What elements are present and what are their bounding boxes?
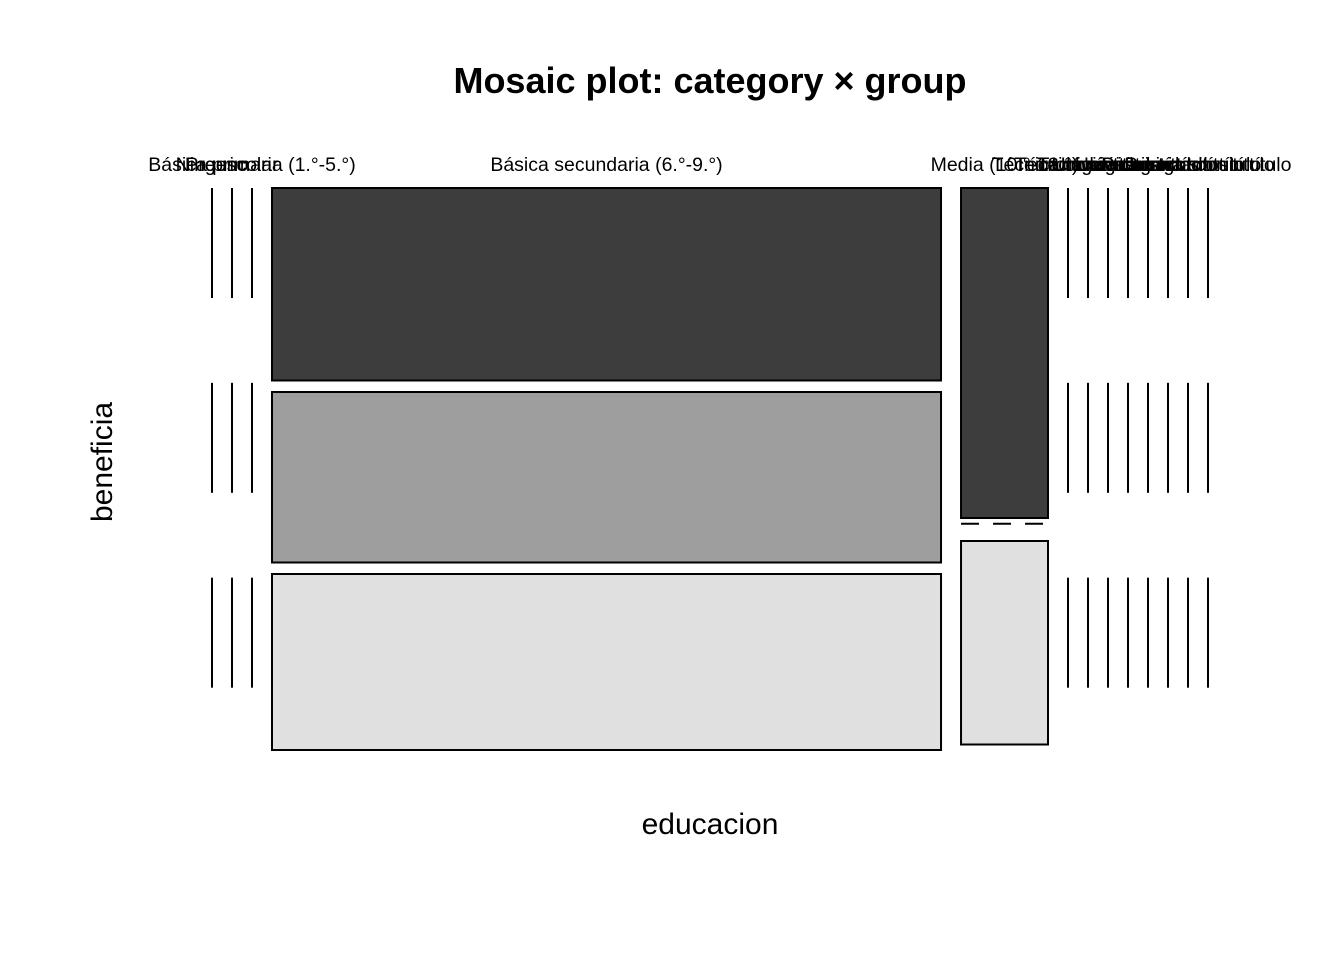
zero-markers [211, 188, 1209, 688]
x-category-label-5: Media (10.°-13.°) [931, 154, 1079, 176]
x-category-label-13: Postgrado sin título [1125, 154, 1292, 176]
x-category-label-11: Universitaria sin título [1075, 154, 1262, 176]
tile-5-level-3 [960, 540, 1049, 746]
tile-5-level-1 [960, 187, 1049, 519]
x-axis-label: educacion [642, 808, 779, 841]
x-category-label-12: Postgrado con título [1101, 154, 1275, 176]
x-category-label-9: Tecnológica sin título [1037, 154, 1218, 176]
tile-4-level-1 [271, 187, 943, 382]
x-category-label-7: Técnica sin título [1015, 154, 1161, 176]
x-category-label-4: Básica secundaria (6.°-9.°) [490, 154, 722, 176]
y-axis-label: beneficia [86, 402, 119, 522]
tile-4-level-3 [271, 573, 943, 751]
x-category-label-8: Tecnológica con título [1014, 154, 1202, 176]
x-category-label-10: Universitaria con título [1052, 154, 1245, 176]
x-category-label-1: Ninguno [176, 154, 249, 176]
x-category-label-2: Preescolar [185, 154, 279, 176]
chart-title: Mosaic plot: category × group [453, 60, 966, 101]
x-category-label-6: Técnica con título [992, 154, 1145, 176]
x-category-label-3: Básica primaria (1.°-5.°) [148, 154, 355, 176]
mosaic-tiles [271, 187, 1049, 751]
tile-4-level-2 [271, 391, 943, 564]
